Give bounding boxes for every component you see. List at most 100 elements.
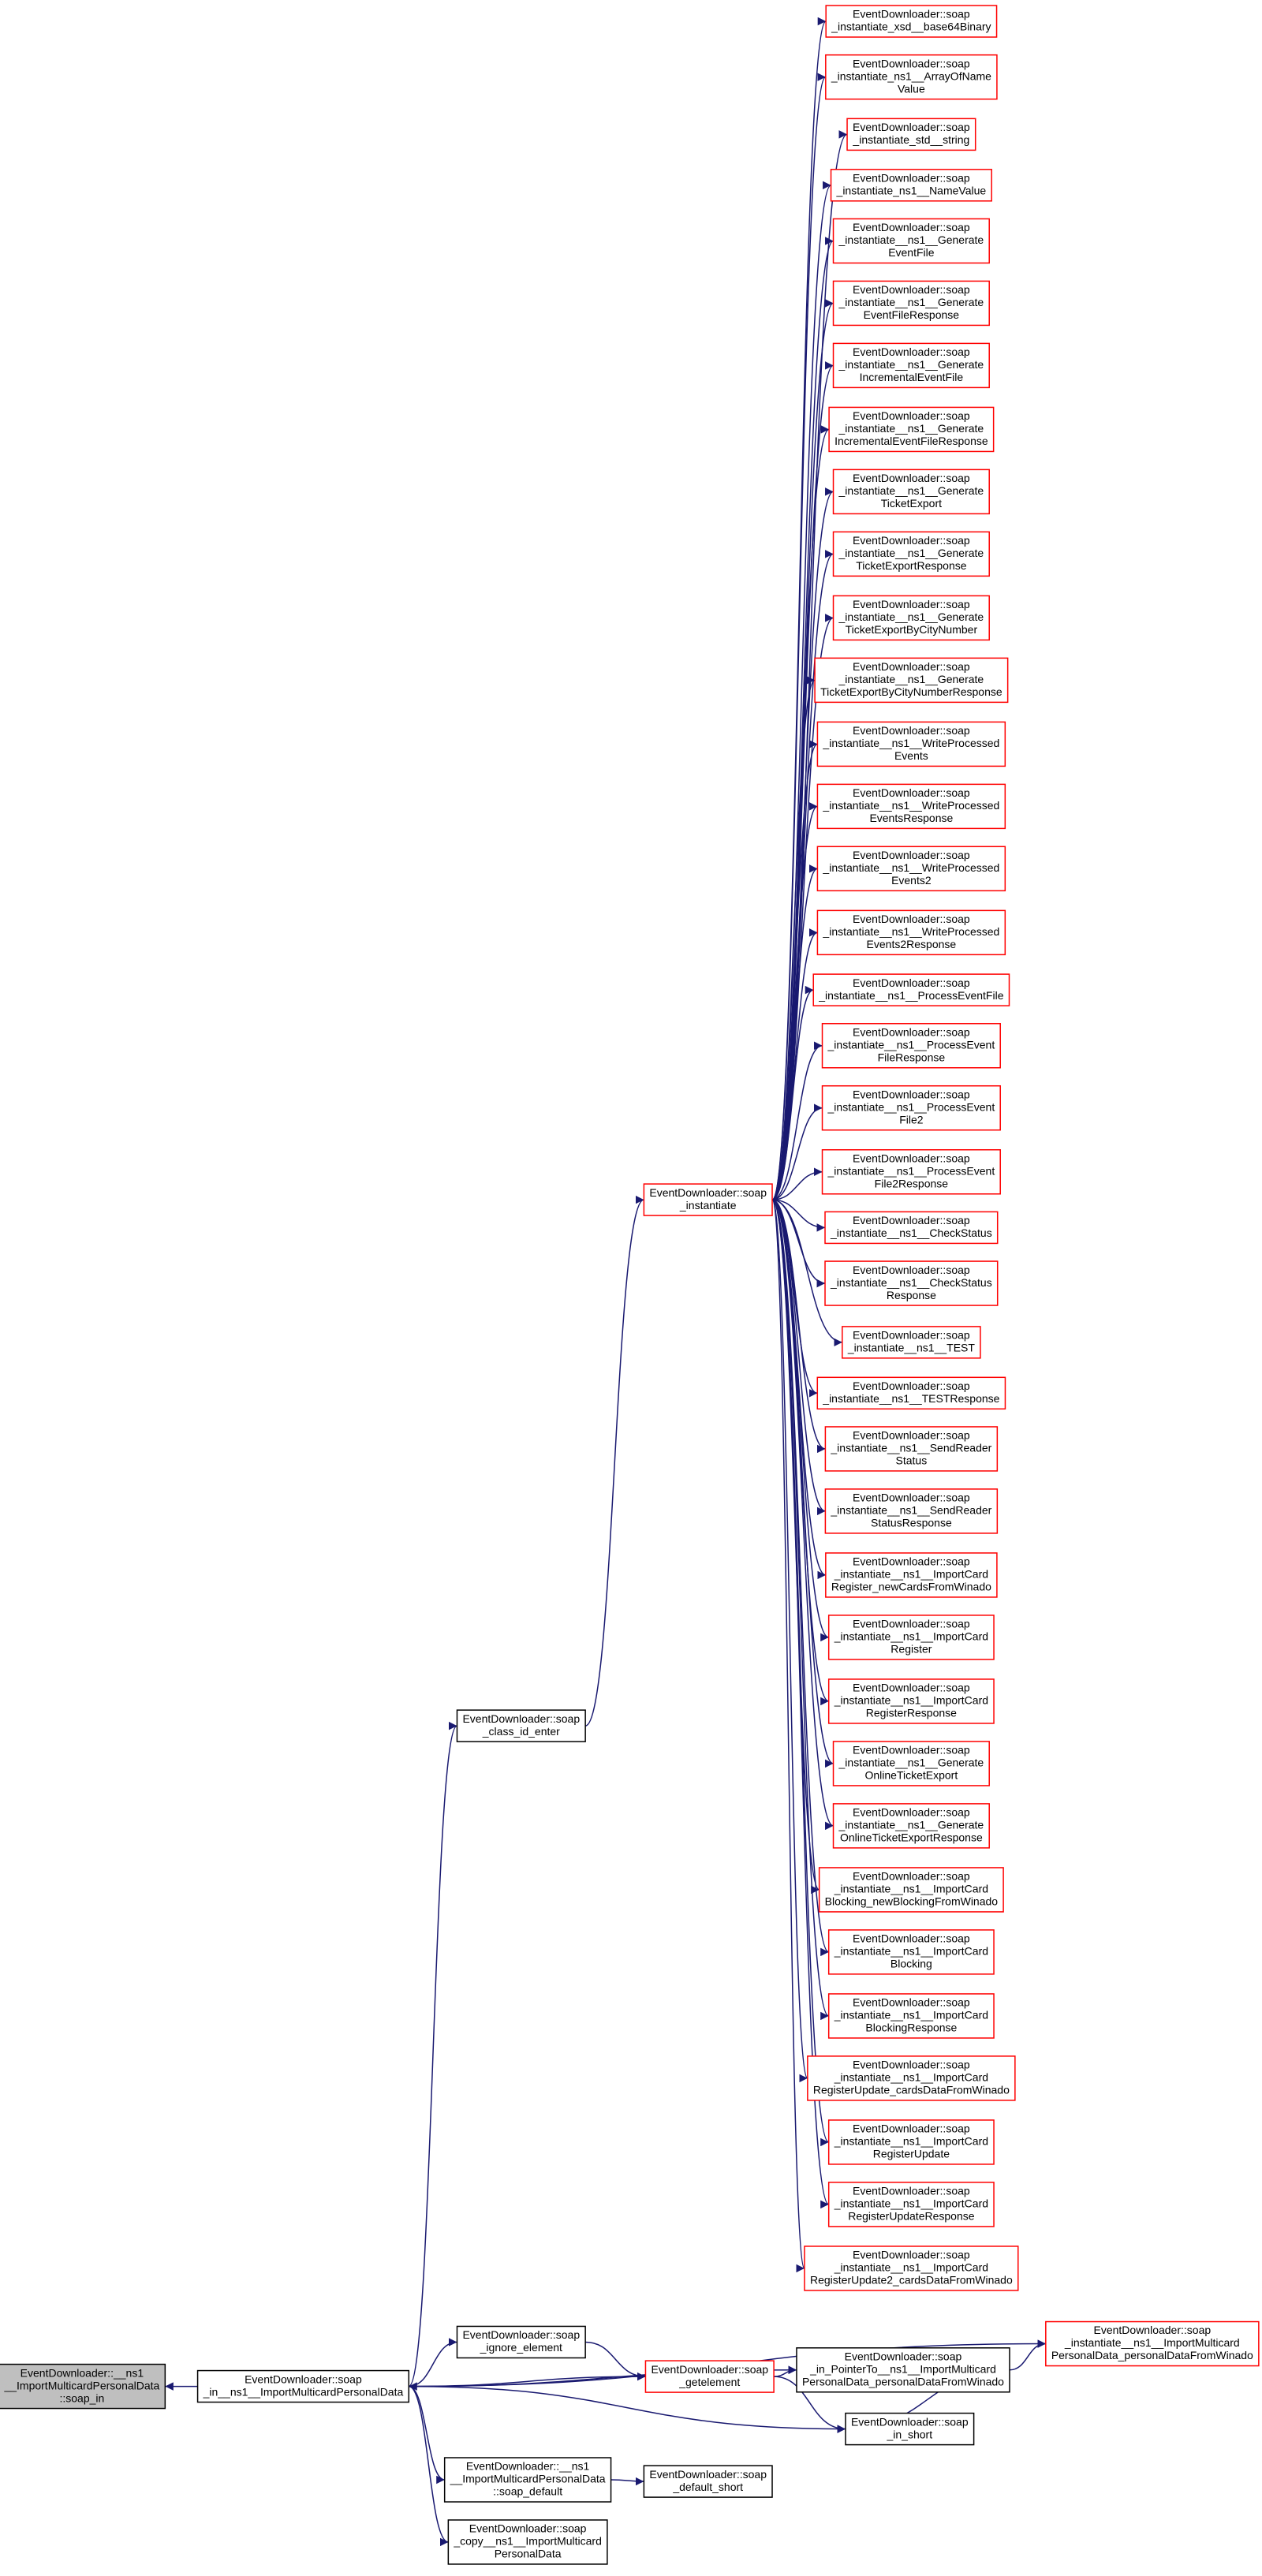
node-label: _instantiate__ns1__ProcessEvent — [827, 1038, 995, 1051]
node-label: _instantiate__ns1__Generate — [838, 1757, 984, 1769]
node-box — [447, 2519, 608, 2565]
node-label: Events2 — [891, 874, 932, 887]
node-label: EventDownloader::soap — [853, 472, 970, 484]
node-label: EventDownloader::soap — [245, 2373, 362, 2385]
edge — [771, 1041, 823, 1200]
node-label: PersonalData_personalDataFromWinado — [1051, 2349, 1253, 2361]
node-box — [816, 846, 1006, 892]
node: EventDownloader::soap_instantiate — [643, 1183, 773, 1216]
node-label: EventDownloader::soap — [853, 1088, 970, 1100]
node-label: _instantiate__ns1__ImportCard — [834, 2197, 988, 2210]
node-box — [825, 5, 998, 38]
node: EventDownloader::soap_in_short — [845, 2412, 975, 2446]
node: EventDownloader::soap_instantiate__ns1__… — [814, 657, 1009, 704]
node: EventDownloader::soap_instantiate__ns1__… — [827, 1615, 995, 1660]
node-label: File2Response — [875, 1177, 949, 1189]
node-label: EventDownloader::soap — [853, 283, 970, 296]
node-box — [845, 2412, 975, 2446]
node-label: EventDownloader::soap — [462, 1712, 580, 1725]
node-label: TicketExport — [881, 497, 942, 510]
node-label: _instantiate__ns1__ImportCard — [834, 2135, 988, 2148]
node-label: EventDownloader::soap — [853, 1491, 970, 1504]
node-label: _default_short — [672, 2481, 743, 2493]
node-label: EventDownloader::soap — [853, 57, 970, 69]
node-label: EventDownloader::soap — [462, 2328, 580, 2341]
node-label: EventDownloader::soap — [853, 409, 970, 422]
node: EventDownloader::soap_instantiate_xsd__b… — [825, 5, 998, 38]
node-box — [827, 1929, 995, 1975]
node-label: EventDownloader::soap — [853, 1025, 970, 1038]
node-label: _instantiate__ns1__Generate — [838, 610, 984, 623]
edge — [774, 2365, 797, 2377]
node-label: _getelement — [678, 2376, 740, 2388]
node-label: _instantiate__ns1__Generate — [838, 233, 984, 246]
node-label: EventFile — [888, 246, 935, 259]
node-label: EventDownloader::soap — [1094, 2324, 1212, 2336]
node-label: _in_PointerTo__ns1__ImportMulticard — [809, 2362, 996, 2375]
node: EventDownloader::soap_copy__ns1__ImportM… — [447, 2519, 608, 2565]
node-box — [824, 1211, 999, 1245]
node: EventDownloader::soap_instantiate__ns1__… — [816, 846, 1006, 892]
node-label: ::soap_default — [493, 2485, 562, 2498]
node-box — [796, 2347, 1010, 2393]
node-label: Events — [894, 749, 928, 762]
node-box — [804, 2246, 1019, 2291]
node-label: EventDownloader::soap — [853, 786, 970, 799]
edge — [771, 802, 818, 1200]
node-label: _instantiate__ns1__SendReader — [830, 1442, 991, 1454]
node-label: EventDownloader::soap — [853, 1870, 970, 1883]
edge — [771, 985, 814, 1200]
node-box — [828, 406, 995, 453]
node-box — [824, 1426, 999, 1472]
node-box — [644, 2360, 775, 2393]
node-box — [827, 2119, 995, 2165]
node-box — [832, 218, 990, 264]
node-label: RegisterResponse — [866, 1707, 957, 1719]
edge — [408, 1722, 458, 2387]
node-box — [816, 1376, 1006, 1410]
node-box — [1045, 2320, 1260, 2367]
edge — [610, 2477, 644, 2486]
node-label: IncrementalEventFile — [860, 371, 964, 383]
node: EventDownloader::soap_instantiate__ns1__… — [832, 218, 990, 264]
node-label: Events2Response — [867, 938, 957, 950]
node-label: EventDownloader::soap — [469, 2522, 587, 2535]
node-label: PersonalData_personalDataFromWinado — [802, 2375, 1004, 2387]
node-label: _copy__ns1__ImportMulticard — [453, 2535, 602, 2548]
node: EventDownloader::soap_instantiate__ns1__… — [827, 2182, 995, 2227]
node-label: _instantiate__ns1__ImportMulticard — [1064, 2336, 1240, 2349]
node-label: RegisterUpdate — [873, 2148, 950, 2160]
edge — [771, 1199, 830, 2020]
node-label: StatusResponse — [871, 1517, 952, 1529]
node-label: EventDownloader::soap — [853, 1682, 970, 1694]
node-label: __ImportMulticardPersonalData — [450, 2473, 606, 2485]
node-box — [814, 657, 1009, 704]
node-box — [842, 1326, 981, 1359]
node: EventDownloader::__ns1__ImportMulticardP… — [0, 2363, 166, 2410]
node: EventDownloader::soap_instantiate__ns1__… — [807, 2055, 1016, 2101]
node-label: EventDownloader::soap — [853, 1555, 970, 1568]
node: EventDownloader::__ns1__ImportMulticardP… — [443, 2457, 612, 2503]
node-box — [816, 783, 1006, 830]
edge — [771, 1199, 808, 2082]
node: EventDownloader::soap_instantiate__ns1__… — [824, 1211, 999, 1245]
node-box — [821, 1023, 1001, 1069]
node-label: EventDownloader::soap — [853, 221, 970, 233]
node-label: _instantiate — [679, 1199, 737, 1211]
node: EventDownloader::soap_in_PointerTo__ns1_… — [796, 2347, 1010, 2393]
node-label: _class_id_enter — [482, 1725, 560, 1738]
node-label: _instantiate__ns1__ImportCard — [834, 1630, 988, 1643]
node-label: _instantiate__ns1__Generate — [838, 547, 984, 559]
node-label: _instantiate__ns1__WriteProcessed — [822, 737, 999, 749]
node-box — [825, 54, 998, 100]
edge — [771, 1103, 823, 1200]
node-label: _instantiate__ns1__ProcessEvent — [827, 1164, 995, 1177]
node-label: _instantiate__ns1__ImportCard — [834, 1945, 988, 1958]
node: EventDownloader::soap_instantiate_ns1__N… — [830, 169, 992, 202]
node: EventDownloader::soap_instantiate__ns1__… — [832, 595, 990, 641]
edge — [772, 1167, 823, 1200]
node: EventDownloader::soap_instantiate__ns1__… — [824, 1426, 999, 1472]
node-box — [821, 1085, 1001, 1131]
node-label: TicketExportByCityNumberResponse — [820, 685, 1003, 698]
